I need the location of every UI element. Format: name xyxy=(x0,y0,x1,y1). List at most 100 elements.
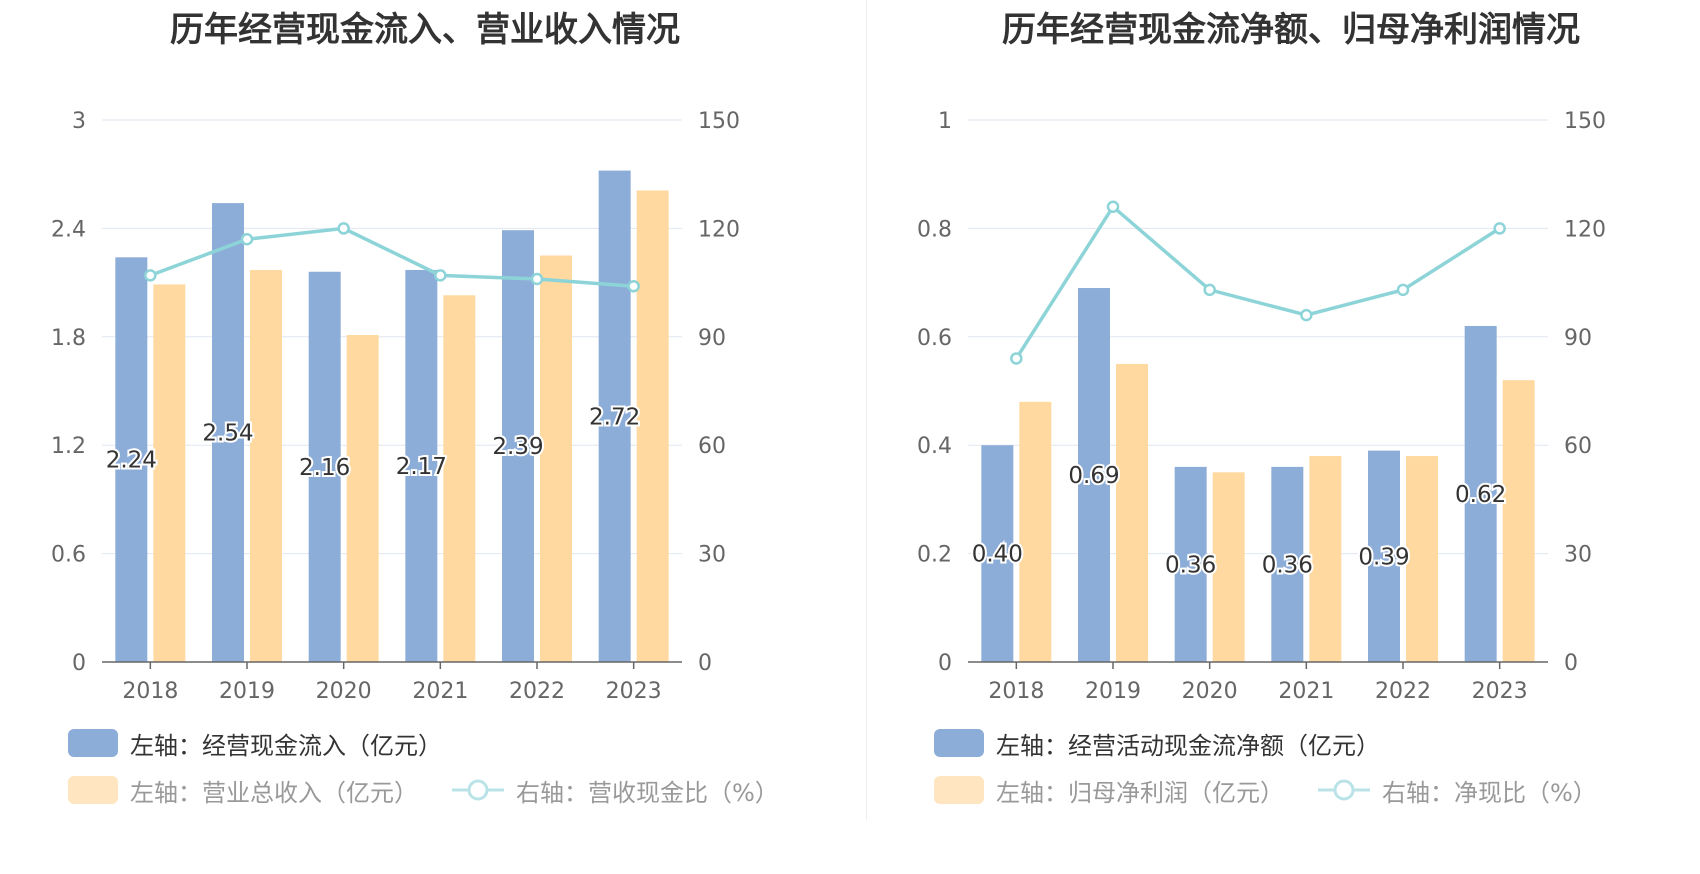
data-label: 2.72 xyxy=(589,404,640,430)
ratio-point[interactable] xyxy=(627,279,640,293)
y-left-tick-label: 2.4 xyxy=(51,217,86,242)
chart-title: 历年经营现金流入、营业收入情况 xyxy=(170,10,680,50)
legend-item-inflow[interactable]: 左轴：经营现金流入（亿元） xyxy=(68,726,442,761)
y-left-tick-label: 0 xyxy=(938,651,952,676)
legend-item-net-profit[interactable]: 左轴：归母净利润（亿元） xyxy=(934,773,1284,808)
bar-series-1[interactable] xyxy=(981,445,1014,662)
y-right-tick-label: 120 xyxy=(698,217,740,242)
y-right-tick-label: 30 xyxy=(698,543,726,568)
chart-panel-cash-inflow: 历年经营现金流入、营业收入情况 0 0.6 1.2 1.8 2.4 3 0 30 60 90 120… xyxy=(51,10,813,808)
y-right-tick-label: 120 xyxy=(1564,217,1606,242)
ratio-point[interactable] xyxy=(1106,200,1120,213)
y-left-tick-label: 0 xyxy=(72,651,86,676)
legend-label-net-profit: 左轴：归母净利润（亿元） xyxy=(996,778,1284,807)
data-label: 0.39 xyxy=(1358,544,1409,570)
ratio-line xyxy=(149,226,634,288)
ratio-line xyxy=(1014,204,1501,360)
y-right-tick-label: 60 xyxy=(698,434,726,459)
y-right-tick-label: 90 xyxy=(698,326,726,351)
legend-swatch-net-cash xyxy=(934,729,984,757)
bar-series-1[interactable] xyxy=(405,269,438,662)
y-right-tick-label: 30 xyxy=(1564,543,1592,568)
bar-series-2[interactable] xyxy=(1019,401,1052,662)
bar-series-1[interactable] xyxy=(1464,325,1497,662)
bar-series-2[interactable] xyxy=(1116,363,1148,662)
bar-series-1[interactable] xyxy=(212,203,244,662)
ratio-point[interactable] xyxy=(240,232,254,246)
ratio-point[interactable] xyxy=(530,272,544,286)
bar-series-2[interactable] xyxy=(1406,456,1438,662)
y-left-tick-label: 1.8 xyxy=(51,326,86,351)
legend-item-ratio[interactable]: 右轴：营收现金比（%） xyxy=(452,773,779,808)
bar-series-1[interactable] xyxy=(1368,450,1400,662)
x-tick-label: 2020 xyxy=(1182,679,1238,700)
bar-series-2[interactable] xyxy=(346,334,379,662)
y-left-tick-label: 0.2 xyxy=(917,543,952,568)
y-right-tick-label: 90 xyxy=(1564,326,1592,351)
legend-item-net-cash-ratio[interactable]: 右轴：净现比（%） xyxy=(1318,773,1597,808)
bar-series-2[interactable] xyxy=(540,255,572,663)
ratio-point[interactable] xyxy=(434,269,447,282)
y-right-tick-label: 150 xyxy=(698,109,740,134)
legend-item-net-cash[interactable]: 左轴：经营活动现金流净额（亿元） xyxy=(934,726,1380,761)
x-tick-label: 2022 xyxy=(509,679,565,700)
bar-series-1[interactable] xyxy=(115,257,148,662)
bar-series-1[interactable] xyxy=(502,230,534,662)
legend-row-2: 左轴：营业总收入（亿元） 右轴：营收现金比（%） xyxy=(68,773,813,808)
y-right-tick-label: 150 xyxy=(1564,109,1606,134)
bar-series-2[interactable] xyxy=(1309,456,1342,662)
legend-label-ratio: 右轴：营收现金比（%） xyxy=(516,778,779,807)
legend-item-revenue[interactable]: 左轴：营业总收入（亿元） xyxy=(68,773,418,808)
ratio-point[interactable] xyxy=(1493,222,1506,235)
chart-panel-net-cash: 历年经营现金流净额、归母净利润情况 0 0.2 0.4 0.6 0.8 1 0 30 60 90 1… xyxy=(866,0,1700,874)
x-tick-label: 2021 xyxy=(1278,679,1334,700)
legend-row-1: 左轴：经营活动现金流净额（亿元） xyxy=(934,726,1414,761)
ratio-point[interactable] xyxy=(1396,283,1410,297)
y-left-tick-label: 0.6 xyxy=(51,543,86,568)
y-left-tick-label: 0.8 xyxy=(917,217,952,242)
data-label: 2.39 xyxy=(492,434,543,460)
data-label: 2.54 xyxy=(202,421,253,447)
x-tick-label: 2018 xyxy=(988,679,1044,700)
ratio-point[interactable] xyxy=(337,222,350,235)
y-left-tick-label: 3 xyxy=(72,109,86,134)
legend-label-revenue: 左轴：营业总收入（亿元） xyxy=(130,778,418,807)
legend-label-net-cash-ratio: 右轴：净现比（%） xyxy=(1382,778,1597,807)
bar-series-1[interactable] xyxy=(1271,466,1304,662)
x-tick-label: 2019 xyxy=(219,679,275,700)
chart-net-cash: 0 0.2 0.4 0.6 0.8 1 0 30 60 90 120 150 2018 2019 2020 2… xyxy=(917,109,1606,700)
y-right-tick-label: 0 xyxy=(1564,651,1578,676)
ratio-point[interactable] xyxy=(1300,308,1313,322)
x-tick-label: 2023 xyxy=(606,679,662,700)
bar-series-1[interactable] xyxy=(1174,466,1207,662)
y-left-tick-label: 1.2 xyxy=(51,434,86,459)
ratio-point[interactable] xyxy=(144,269,157,282)
x-tick-label: 2023 xyxy=(1472,679,1528,700)
x-tick-label: 2019 xyxy=(1085,679,1141,700)
legend-row-2: 左轴：归母净利润（亿元） 右轴：净现比（%） xyxy=(934,773,1631,808)
ratio-point[interactable] xyxy=(1203,283,1216,297)
data-label: 0.40 xyxy=(972,542,1023,568)
data-label: 2.17 xyxy=(396,454,447,480)
ratio-point[interactable] xyxy=(1010,352,1023,365)
bar-series-2[interactable] xyxy=(153,284,186,662)
chart-title: 历年经营现金流净额、归母净利润情况 xyxy=(1002,10,1580,50)
legend-swatch-inflow xyxy=(68,729,118,757)
y-right-tick-label: 0 xyxy=(698,651,712,676)
bar-series-1[interactable] xyxy=(308,271,341,662)
legend-swatch-ratio xyxy=(452,779,504,801)
legend-row-1: 左轴：经营现金流入（亿元） xyxy=(68,726,476,761)
bar-series-1[interactable] xyxy=(598,170,631,662)
bar-series-2[interactable] xyxy=(250,269,282,662)
y-left-tick-label: 1 xyxy=(938,109,952,134)
bar-series-2[interactable] xyxy=(1212,472,1245,662)
legend-label-inflow: 左轴：经营现金流入（亿元） xyxy=(130,731,442,760)
x-tick-label: 2020 xyxy=(316,679,372,700)
bar-series-2[interactable] xyxy=(636,190,669,662)
bar-series-2[interactable] xyxy=(443,295,476,662)
bar-series-1[interactable] xyxy=(1078,288,1110,662)
legend-swatch-net-profit xyxy=(934,776,984,804)
bar-series-2[interactable] xyxy=(1502,380,1535,662)
legend-label-net-cash: 左轴：经营活动现金流净额（亿元） xyxy=(996,731,1380,760)
